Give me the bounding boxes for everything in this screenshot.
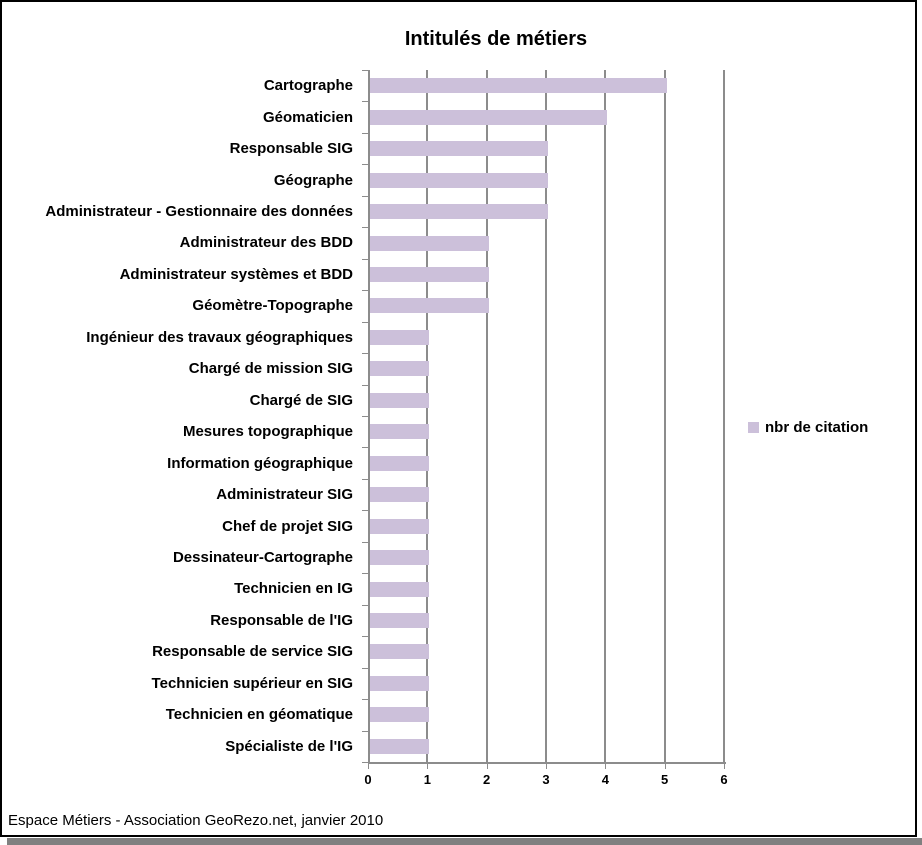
- category-axis-tick: [362, 353, 368, 355]
- bar: [370, 675, 430, 691]
- category-axis-tick: [362, 164, 368, 166]
- value-tick-label: 5: [661, 772, 669, 787]
- value-tick-label: 3: [542, 772, 550, 787]
- bar: [370, 455, 430, 471]
- bar: [370, 235, 489, 251]
- gridline: [545, 70, 547, 762]
- category-label: Chargé de mission SIG: [188, 360, 353, 378]
- footer-caption: Espace Métiers - Association GeoRezo.net…: [8, 812, 384, 829]
- category-label: Information géographique: [167, 454, 353, 472]
- bar: [370, 266, 489, 282]
- bar: [370, 707, 430, 723]
- bar: [370, 78, 667, 94]
- category-axis-tick: [362, 510, 368, 512]
- gridline: [604, 70, 607, 762]
- legend: nbr de citation: [748, 419, 868, 436]
- value-axis-tick: [605, 764, 607, 769]
- bar: [370, 738, 430, 754]
- category-label: Spécialiste de l'IG: [225, 737, 353, 755]
- category-label: Responsable de l'IG: [210, 611, 353, 629]
- value-tick-label: 2: [483, 772, 491, 787]
- bar: [370, 612, 430, 628]
- value-axis-line: [368, 762, 726, 764]
- category-axis-tick: [362, 101, 368, 103]
- bar: [370, 298, 489, 314]
- category-label: Dessinateur-Cartographe: [172, 549, 353, 567]
- bar: [370, 172, 548, 188]
- category-label: Géomaticien: [262, 108, 353, 126]
- category-axis-line: [368, 70, 370, 762]
- bar: [370, 581, 430, 597]
- value-axis-tick: [368, 764, 369, 769]
- value-tick-label: 6: [720, 772, 728, 787]
- value-axis-tick: [724, 764, 725, 769]
- category-axis-tick: [362, 70, 368, 71]
- category-label: Cartographe: [263, 77, 353, 95]
- category-axis-tick: [362, 604, 368, 606]
- value-axis-tick: [486, 764, 488, 769]
- bar: [370, 392, 430, 408]
- category-label: Administrateur SIG: [216, 486, 353, 504]
- bar: [370, 644, 430, 660]
- category-axis-tick: [362, 258, 368, 260]
- category-axis-tick: [362, 573, 368, 575]
- category-label: Responsable SIG: [229, 140, 353, 158]
- value-tick-label: 1: [423, 772, 431, 787]
- legend-swatch-icon: [748, 422, 759, 433]
- category-label: Administrateur systèmes et BDD: [119, 265, 353, 283]
- category-label: Technicien en IG: [234, 580, 353, 598]
- category-axis-tick: [362, 227, 368, 229]
- bar: [370, 424, 430, 440]
- category-label: Administrateur - Gestionnaire des donnée…: [45, 203, 353, 221]
- value-axis-tick: [427, 764, 429, 769]
- gridline: [663, 70, 666, 762]
- category-axis-tick: [362, 762, 368, 763]
- value-tick-label: 4: [601, 772, 609, 787]
- category-axis-tick: [362, 447, 368, 449]
- category-label: Géomètre-Topographe: [192, 297, 353, 315]
- category-axis-tick: [362, 541, 368, 543]
- category-axis-tick: [362, 730, 368, 732]
- category-axis-tick: [362, 321, 368, 323]
- category-axis-tick: [362, 478, 368, 480]
- legend-label: nbr de citation: [765, 419, 869, 436]
- value-axis-tick: [664, 764, 666, 769]
- gridline: [485, 70, 488, 762]
- bar: [370, 487, 430, 503]
- bar: [370, 109, 608, 125]
- bar: [370, 518, 430, 534]
- category-label: Mesures topographique: [182, 423, 353, 441]
- gridline: [426, 70, 429, 762]
- category-axis-tick: [362, 636, 368, 638]
- category-axis-tick: [362, 290, 368, 292]
- category-label: Chargé de SIG: [249, 391, 353, 409]
- category-axis-tick: [362, 416, 368, 417]
- category-label: Chef de projet SIG: [222, 517, 353, 535]
- category-axis-tick: [362, 699, 368, 701]
- value-tick-label: 0: [364, 772, 372, 787]
- bar: [370, 550, 430, 566]
- bar: [370, 361, 430, 377]
- value-axis-tick: [546, 764, 547, 769]
- category-label: Technicien supérieur en SIG: [151, 674, 353, 692]
- category-label: Ingénieur des travaux géographiques: [86, 328, 353, 346]
- category-axis-tick: [362, 384, 368, 386]
- category-axis-tick: [362, 132, 368, 134]
- category-label: Technicien en géomatique: [165, 706, 353, 724]
- category-axis-tick: [362, 195, 368, 197]
- category-label: Administrateur des BDD: [179, 234, 353, 252]
- category-label: Géographe: [273, 171, 353, 189]
- bar: [370, 204, 548, 220]
- chart-title: Intitulés de métiers: [404, 28, 588, 50]
- gridline: [723, 70, 725, 762]
- category-label: Responsable de service SIG: [152, 643, 353, 661]
- bar: [370, 141, 548, 157]
- category-axis-tick: [362, 667, 368, 669]
- frame-drop-shadow: [7, 838, 922, 845]
- bar: [370, 329, 430, 345]
